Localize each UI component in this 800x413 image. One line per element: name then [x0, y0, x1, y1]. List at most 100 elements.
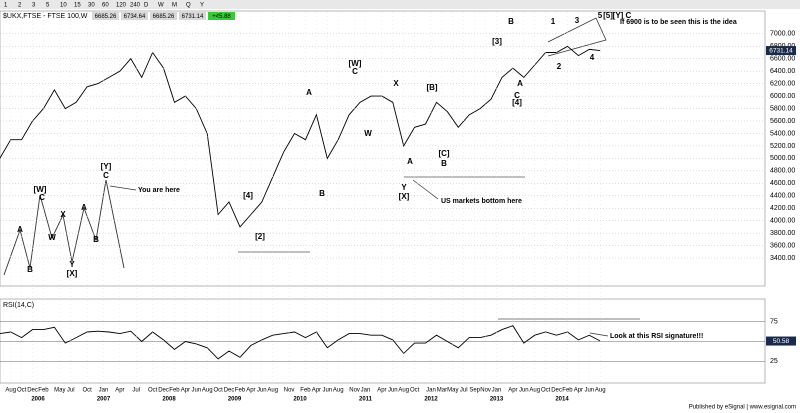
wave-label: W: [364, 129, 372, 138]
x-tick-label: Oct: [17, 388, 27, 394]
wave-label: A: [81, 203, 87, 212]
y-tick-label: 4800.00: [770, 168, 795, 175]
wave-label: A: [517, 79, 523, 88]
toolbar-button: 120: [116, 3, 127, 9]
wave-label: B: [93, 235, 99, 244]
wave-label: [W]: [349, 59, 362, 68]
annotation: You are here: [138, 187, 180, 194]
x-tick-label: Jun: [322, 388, 332, 394]
wave-label: 3: [575, 16, 580, 25]
x-tick-label: Jan: [99, 388, 109, 394]
x-tick-label: Sep: [469, 388, 480, 394]
toolbar-button: 60: [102, 3, 109, 9]
last-value-box: [766, 336, 796, 346]
wave-label: C: [39, 193, 45, 202]
wave-label: [W]: [34, 185, 47, 194]
rsi-title: RSI(14,C): [3, 302, 34, 309]
x-tick-label: Feb: [300, 388, 311, 394]
y-tick-label: 6400.00: [770, 68, 795, 75]
wave-label: 2: [557, 62, 562, 71]
x-tick-label: Nov: [284, 388, 295, 394]
annotation: Look at this RSI signature!!!: [610, 333, 703, 340]
y-tick-label: 4600.00: [770, 180, 795, 187]
x-tick-label: Aug: [595, 388, 606, 394]
x-tick-label: Jul: [132, 388, 140, 394]
wave-label: [Y]: [101, 162, 112, 171]
wave-label: [C]: [438, 149, 449, 158]
y-tick-label: 5600.00: [770, 118, 795, 125]
price-line: [0, 325, 601, 360]
x-tick-label: Feb: [169, 388, 180, 394]
wave-label: A: [306, 88, 312, 97]
wave-label: A: [17, 225, 23, 234]
toolbar-button: 2: [18, 3, 22, 9]
x-tick-label: Dec: [158, 388, 169, 394]
toolbar-button: W: [158, 3, 164, 9]
toolbar-button: 5: [46, 3, 50, 9]
y-tick-label: 5200.00: [770, 143, 795, 150]
x-tick-label: Mar: [437, 388, 447, 394]
x-tick-label: Jan: [426, 388, 436, 394]
x-tick-label: May: [54, 388, 65, 394]
x-tick-label: Oct: [213, 388, 223, 394]
x-tick-label: Apr: [377, 388, 386, 394]
toolbar-button: M: [172, 3, 177, 9]
x-tick-label: Jun: [388, 388, 398, 394]
y-tick-label: 4200.00: [770, 205, 795, 212]
y-tick-label: 7000.00: [770, 31, 795, 38]
x-tick-label: Oct: [541, 388, 551, 394]
y-tick-label: 5000.00: [770, 155, 795, 162]
symbol-title: $UKX,FTSE - FTSE 100,W: [3, 13, 88, 20]
x-tick-label: Jun: [191, 388, 201, 394]
y-tick-label: 3800.00: [770, 230, 795, 237]
x-tick-label: Feb: [38, 388, 49, 394]
footer: Published by eSignal | www.esignal.com: [689, 405, 796, 411]
last-value: 6731.14: [769, 47, 793, 54]
wave-label: 1: [551, 17, 556, 26]
y-tick-label: 3600.00: [770, 242, 795, 249]
x-tick-label: Aug: [333, 388, 344, 394]
x-tick-label: Aug: [398, 388, 409, 394]
quote-box: [179, 12, 206, 20]
wave-label: [2]: [255, 232, 265, 241]
x-tick-label: May: [447, 388, 458, 394]
year-label: 2006: [31, 397, 45, 403]
quote-box: [208, 12, 235, 20]
year-label: 2013: [490, 397, 504, 403]
x-tick-label: Apr: [181, 388, 190, 394]
last-value-box: [766, 46, 796, 56]
toolbar-button: 30: [88, 3, 95, 9]
x-tick-label: Jul: [67, 388, 75, 394]
year-label: 2011: [359, 397, 373, 403]
last-value: 50.58: [773, 338, 790, 345]
y-tick-label: 75: [770, 319, 778, 326]
y-tick-label: 6000.00: [770, 93, 795, 100]
wave-label: [3]: [492, 37, 502, 46]
toolbar-button: 3: [32, 3, 36, 9]
wave-label: B: [27, 265, 33, 274]
x-tick-label: Jun: [584, 388, 594, 394]
x-tick-label: Nov: [480, 388, 491, 394]
wave-label: B: [319, 189, 325, 198]
quote-box: [121, 12, 148, 20]
wave-label: W: [48, 233, 56, 242]
y-tick-label: 4000.00: [770, 218, 795, 225]
wave-label: 4: [590, 53, 595, 62]
year-label: 2014: [555, 397, 569, 403]
arrow: [109, 185, 137, 191]
x-tick-label: Jun: [257, 388, 267, 394]
x-tick-label: Oct: [82, 388, 92, 394]
x-tick-label: Dec: [551, 388, 562, 394]
wave-label: [B]: [426, 83, 437, 92]
year-label: 2010: [293, 397, 307, 403]
wave-label: Y: [401, 183, 407, 192]
wave-label: [5]: [603, 11, 613, 20]
annotation: If 6900 is to be seen this is the idea: [620, 19, 737, 26]
x-tick-label: Oct: [148, 388, 158, 394]
wave-label: Y: [69, 260, 75, 269]
x-tick-label: Aug: [267, 388, 278, 394]
wave-label: C: [103, 171, 109, 180]
